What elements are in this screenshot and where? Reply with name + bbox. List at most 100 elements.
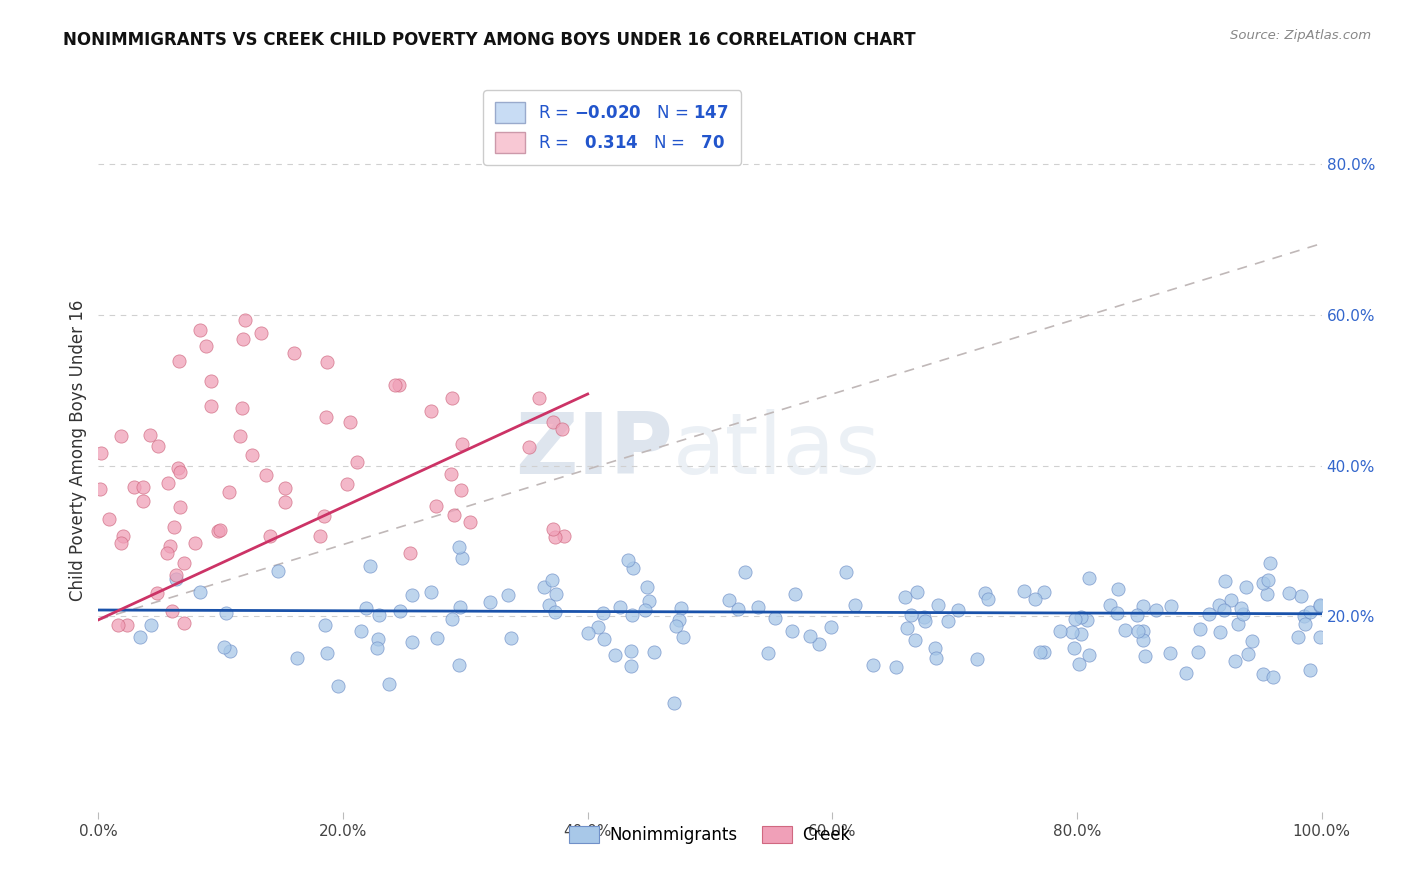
Point	[756, 646, 779, 660]
Point	[914, 614, 936, 628]
Point	[200, 374, 222, 388]
Point	[146, 586, 169, 600]
Point	[162, 604, 184, 618]
Point	[799, 629, 821, 643]
Point	[1077, 648, 1099, 663]
Point	[420, 585, 443, 599]
Point	[1098, 598, 1121, 612]
Point	[620, 644, 643, 658]
Point	[1032, 585, 1054, 599]
Point	[1126, 607, 1149, 622]
Point	[1078, 572, 1101, 586]
Point	[274, 481, 297, 495]
Point	[1234, 580, 1257, 594]
Point	[169, 500, 191, 515]
Point	[212, 640, 235, 654]
Point	[499, 631, 522, 645]
Point	[1160, 599, 1182, 613]
Point	[124, 480, 146, 494]
Point	[420, 404, 443, 418]
Point	[188, 323, 211, 337]
Point	[896, 622, 918, 636]
Point	[115, 618, 138, 632]
Point	[925, 651, 948, 665]
Point	[1064, 612, 1087, 626]
Point	[315, 646, 337, 660]
Point	[110, 535, 132, 549]
Point	[478, 595, 501, 609]
Point	[1309, 631, 1331, 645]
Point	[162, 520, 184, 534]
Point	[1107, 582, 1129, 597]
Point	[139, 618, 162, 632]
Y-axis label: Child Poverty Among Boys Under 16: Child Poverty Among Boys Under 16	[69, 300, 87, 601]
Point	[576, 625, 599, 640]
Point	[1024, 592, 1046, 607]
Point	[763, 611, 786, 625]
Point	[173, 557, 195, 571]
Point	[367, 632, 389, 647]
Point	[450, 483, 472, 497]
Point	[326, 679, 349, 693]
Point	[315, 409, 337, 424]
Point	[1049, 624, 1071, 638]
Point	[1294, 617, 1316, 632]
Point	[834, 565, 856, 579]
Point	[807, 638, 830, 652]
Point	[1251, 666, 1274, 681]
Point	[665, 619, 688, 633]
Point	[107, 617, 129, 632]
Point	[1257, 573, 1279, 587]
Point	[285, 650, 308, 665]
Point	[259, 529, 281, 543]
Point	[893, 590, 915, 604]
Point	[169, 465, 191, 479]
Point	[734, 565, 756, 579]
Point	[308, 529, 330, 543]
Point	[544, 605, 567, 619]
Point	[232, 332, 254, 346]
Point	[966, 652, 988, 666]
Point	[314, 617, 336, 632]
Point	[1198, 607, 1220, 621]
Point	[1063, 641, 1085, 656]
Point	[593, 632, 616, 646]
Point	[207, 524, 229, 538]
Point	[1132, 633, 1154, 648]
Point	[110, 429, 132, 443]
Point	[132, 480, 155, 494]
Point	[451, 436, 474, 450]
Point	[254, 468, 277, 483]
Point	[384, 378, 406, 392]
Point	[188, 585, 211, 599]
Point	[401, 634, 423, 648]
Point	[440, 467, 463, 481]
Point	[378, 677, 401, 691]
Point	[884, 660, 907, 674]
Point	[132, 494, 155, 508]
Point	[346, 455, 368, 469]
Point	[1223, 654, 1246, 668]
Point	[167, 461, 190, 475]
Point	[267, 564, 290, 578]
Point	[946, 603, 969, 617]
Point	[1309, 598, 1331, 612]
Point	[194, 339, 217, 353]
Point	[388, 604, 411, 618]
Point	[1132, 599, 1154, 614]
Point	[449, 541, 471, 555]
Point	[165, 572, 187, 586]
Point	[617, 552, 640, 566]
Point	[820, 620, 842, 634]
Point	[517, 440, 540, 454]
Point	[219, 644, 242, 658]
Point	[250, 326, 273, 340]
Point	[974, 586, 997, 600]
Point	[1292, 609, 1315, 624]
Point	[717, 593, 740, 607]
Point	[529, 391, 551, 405]
Point	[621, 561, 644, 575]
Point	[1289, 589, 1312, 603]
Point	[1159, 646, 1181, 660]
Point	[620, 608, 643, 623]
